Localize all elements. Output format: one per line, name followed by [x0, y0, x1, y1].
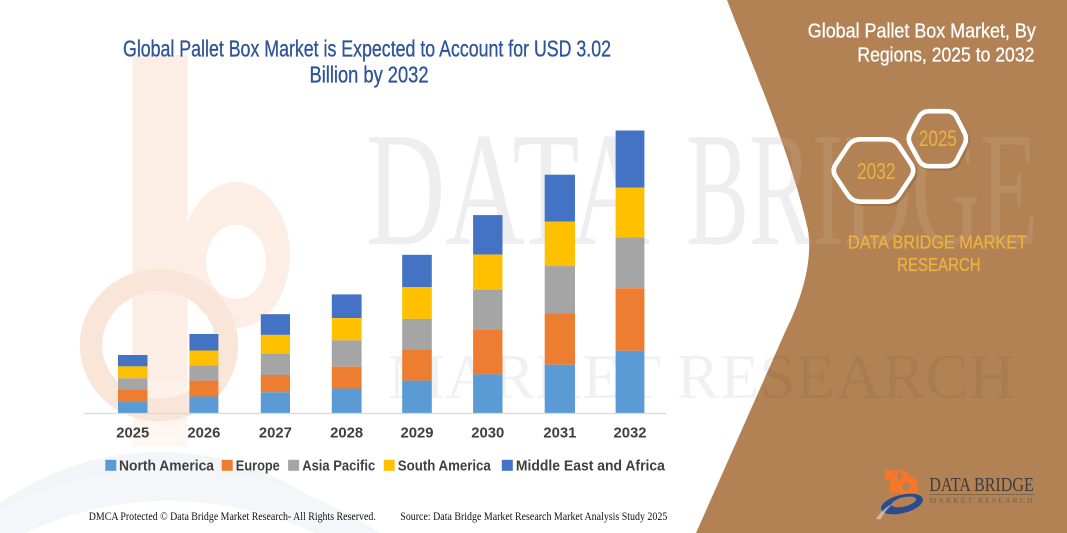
svg-text:2032: 2032: [614, 426, 647, 442]
svg-text:2025: 2025: [919, 126, 957, 151]
svg-text:MARKET RESEARCH: MARKET RESEARCH: [930, 496, 1033, 505]
svg-text:Europe: Europe: [236, 458, 280, 474]
svg-text:DATA BRIDGE: DATA BRIDGE: [929, 474, 1034, 496]
svg-text:2032: 2032: [857, 158, 896, 184]
svg-text:2029: 2029: [401, 426, 434, 442]
svg-text:2028: 2028: [330, 426, 363, 442]
svg-text:2031: 2031: [543, 426, 576, 442]
svg-text:Global Pallet Box Market is Ex: Global Pallet Box Market is Expected to …: [123, 36, 611, 62]
svg-text:Global Pallet Box Market, By: Global Pallet Box Market, By: [808, 21, 1036, 43]
svg-text:Middle East and Africa: Middle East and Africa: [516, 458, 666, 474]
svg-text:North America: North America: [119, 458, 215, 474]
svg-text:2026: 2026: [187, 426, 220, 442]
svg-text:2025: 2025: [116, 426, 149, 442]
svg-text:DMCA Protected © Data Bridge M: DMCA Protected © Data Bridge Market Rese…: [89, 510, 376, 523]
svg-text:RESEARCH: RESEARCH: [897, 254, 981, 275]
svg-text:2030: 2030: [471, 426, 504, 442]
svg-text:DATA BRIDGE MARKET: DATA BRIDGE MARKET: [848, 231, 1027, 252]
svg-text:Billion by 2032: Billion by 2032: [310, 62, 429, 88]
svg-text:Regions, 2025 to 2032: Regions, 2025 to 2032: [857, 44, 1034, 66]
svg-text:South America: South America: [398, 458, 492, 474]
svg-text:Asia Pacific: Asia Pacific: [302, 458, 375, 474]
svg-text:2027: 2027: [259, 426, 292, 442]
svg-text:Source: Data Bridge Market Res: Source: Data Bridge Market Research Mark…: [400, 510, 667, 523]
svg-text:DATA: DATA: [366, 100, 650, 280]
